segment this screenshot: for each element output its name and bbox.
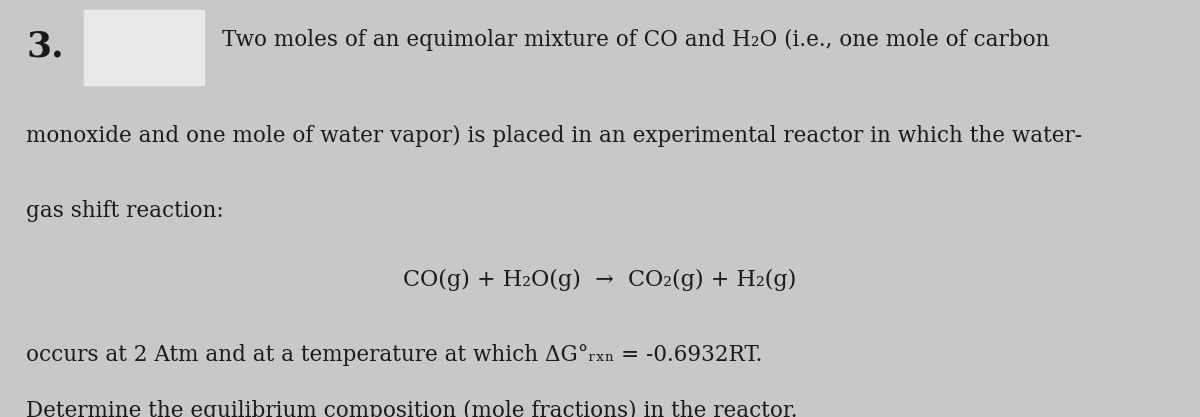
Text: occurs at 2 Atm and at a temperature at which ΔG°ᵣₓₙ = -0.6932RT.: occurs at 2 Atm and at a temperature at … bbox=[26, 344, 763, 366]
Text: Determine the equilibrium composition (mole fractions) in the reactor.: Determine the equilibrium composition (m… bbox=[26, 400, 798, 417]
Text: Two moles of an equimolar mixture of CO and H₂O (i.e., one mole of carbon: Two moles of an equimolar mixture of CO … bbox=[222, 29, 1050, 51]
Text: monoxide and one mole of water vapor) is placed in an experimental reactor in wh: monoxide and one mole of water vapor) is… bbox=[26, 125, 1082, 147]
Text: gas shift reaction:: gas shift reaction: bbox=[26, 200, 224, 222]
Text: 3.: 3. bbox=[26, 29, 64, 63]
FancyBboxPatch shape bbox=[84, 10, 204, 85]
Text: CO(g) + H₂O(g)  →  CO₂(g) + H₂(g): CO(g) + H₂O(g) → CO₂(g) + H₂(g) bbox=[403, 269, 797, 291]
